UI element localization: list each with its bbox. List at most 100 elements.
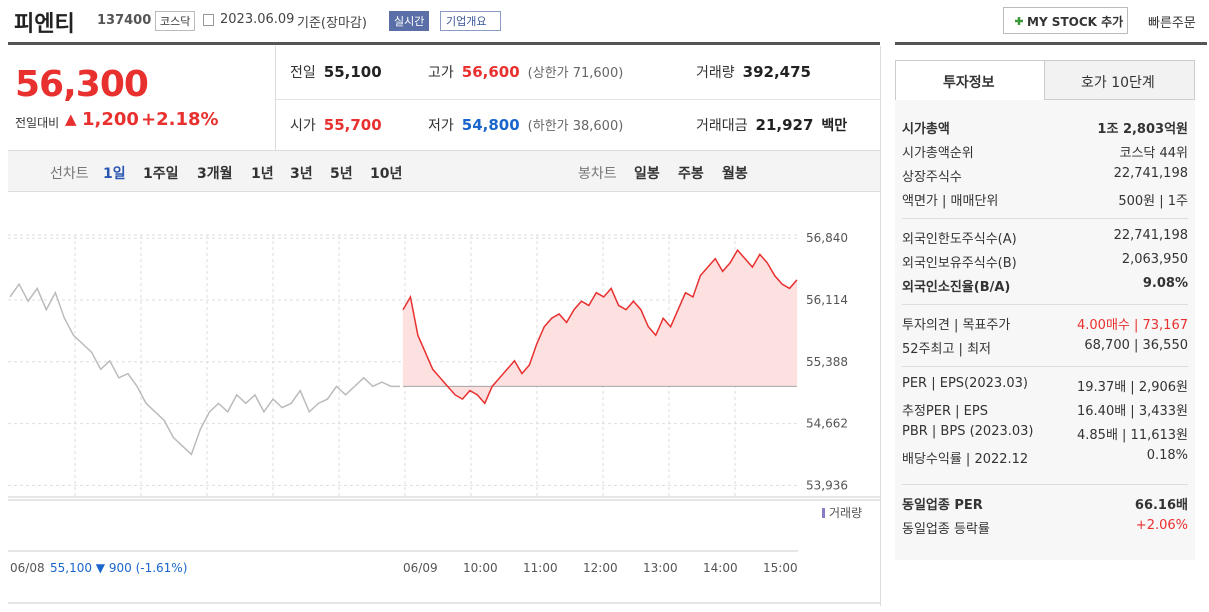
info-value: 66.16배 (1134, 498, 1188, 513)
summary-item: 고가 56,600 (상한가 71,600) (428, 62, 623, 82)
summary-item: 전일 55,100 (290, 62, 382, 82)
info-value: 22,741,198 (1113, 228, 1188, 243)
info-row: 외국인한도주식수(A) 22,741,198 (902, 228, 1188, 247)
info-row: 외국인소진율(B/A) 9.08% (902, 276, 1188, 295)
line (9, 282, 400, 456)
candle-tab[interactable]: 일봉 (634, 166, 660, 182)
info-row: 액면가 | 매매단위 500원 | 1주 (902, 190, 1188, 209)
info-value: 19.37배 | 2,906원 (1077, 380, 1188, 395)
calendar-icon (203, 14, 214, 26)
info-label: 동일업종 등락률 (902, 522, 990, 537)
period-tab[interactable]: 1일 (103, 166, 126, 182)
summary-value: 54,800 (461, 116, 520, 134)
period-tab[interactable]: 1년 (251, 166, 274, 182)
y-tick-label: 56,114 (806, 293, 848, 307)
info-row: 배당수익률 | 2022.12 0.18% (902, 448, 1188, 467)
info-row: 시가총액 1조 2,803억원 (902, 118, 1188, 137)
x-tick-label: 14:00 (703, 561, 738, 575)
info-label: PER | EPS(2023.03) (902, 376, 1028, 391)
info-row: PER | EPS(2023.03) 19.37배 | 2,906원 (902, 376, 1188, 395)
divider (880, 46, 881, 606)
candle-tab[interactable]: 월봉 (722, 166, 748, 182)
summary-value: 21,927 (755, 116, 814, 134)
x-tick-label: 13:00 (643, 561, 678, 575)
divider (275, 46, 276, 150)
info-label: 외국인소진율(B/A) (902, 280, 1011, 295)
info-value: 코스닥 44위 (1119, 146, 1188, 161)
info-value: 1조 2,803억원 (1097, 122, 1188, 137)
candle-tab[interactable]: 주봉 (678, 166, 704, 182)
group-divider (902, 484, 1188, 485)
y-tick-label: 54,662 (806, 417, 848, 431)
summary-value: 56,600 (461, 63, 520, 81)
info-row: 상장주식수 22,741,198 (902, 166, 1188, 185)
divider (276, 99, 880, 100)
change-arrow: ▲ (65, 110, 77, 128)
x-tick-label: 15:00 (763, 561, 798, 575)
y-tick-label: 55,388 (806, 355, 848, 369)
info-row: 외국인보유주식수(B) 2,063,950 (902, 252, 1188, 271)
period-tab[interactable]: 1주일 (143, 166, 179, 182)
mystock-button[interactable]: MY STOCK 추가 (1003, 7, 1128, 34)
info-row: 동일업종 등락률 +2.06% (902, 518, 1188, 537)
x-tick-label: 12:00 (583, 561, 618, 575)
overview-button[interactable]: 기업개요 (440, 11, 502, 31)
summary-value: 55,700 (323, 116, 382, 134)
info-value: 4.85배 | 11,613원 (1077, 428, 1188, 443)
info-value: 2,063,950 (1121, 252, 1188, 267)
tab-bar (8, 150, 880, 192)
date: 2023.06.09 (220, 12, 295, 27)
line (402, 248, 798, 405)
period-tab[interactable]: 5년 (330, 166, 353, 182)
mystock-label: MY STOCK 추가 (1027, 15, 1124, 29)
info-label: 시가총액 (902, 122, 950, 137)
info-row: 52주최고 | 최저 68,700 | 36,550 (902, 338, 1188, 357)
info-value: 0.18% (1146, 448, 1188, 463)
info-tab[interactable]: 투자정보 (943, 75, 995, 91)
summary-note: (하한가 38,600) (527, 119, 624, 134)
change-pct: +2.18% (141, 109, 219, 130)
info-row: 추정PER | EPS 16.40배 | 3,433원 (902, 400, 1188, 419)
period-tab[interactable]: 3개월 (197, 166, 233, 182)
info-value: 4.00매수 | 73,167 (1077, 318, 1188, 333)
chart: 56,840 56,114 55,388 54,662 53,936 거래량 06/08 06… (8, 231, 880, 604)
summary-label: 고가 (428, 65, 454, 81)
header-rule (8, 42, 880, 45)
info-row: 시가총액순위 코스닥 44위 (902, 142, 1188, 161)
info-value: 22,741,198 (1113, 166, 1188, 181)
market-badge: 코스닥 (155, 11, 196, 31)
info-value: 68,700 | 36,550 (1084, 338, 1188, 353)
summary-value: 392,475 (742, 63, 811, 81)
info-label: 투자의견 | 목표주가 (902, 318, 1011, 333)
info-label: 추정PER | EPS (902, 404, 988, 419)
group-divider (902, 218, 1188, 219)
info-value: 500원 | 1주 (1118, 194, 1188, 209)
period-tab[interactable]: 10년 (370, 166, 403, 182)
line-chart-label: 선차트 (50, 166, 89, 182)
stock-name: 피엔티 (14, 12, 75, 37)
info-label: 동일업종 PER (902, 498, 983, 513)
x-tick-label: 10:00 (463, 561, 498, 575)
info-row: PBR | BPS (2023.03) 4.85배 | 11,613원 (902, 424, 1188, 443)
summary-note: 백만 (821, 118, 848, 134)
group-divider (902, 304, 1188, 305)
info-label: 상장주식수 (902, 170, 962, 185)
summary-value: 55,100 (323, 63, 382, 81)
info-tab[interactable]: 호가 10단계 (1081, 75, 1155, 91)
summary-label: 저가 (428, 118, 454, 134)
quick-order[interactable]: 빠른주문 (1148, 16, 1196, 31)
realtime-badge[interactable]: 실시간 (389, 11, 430, 31)
active-tab (895, 60, 1045, 101)
candle-chart-label: 봉차트 (578, 166, 617, 182)
period-tab[interactable]: 3년 (290, 166, 313, 182)
info-label: 액면가 | 매매단위 (902, 194, 999, 209)
plus-icon (1015, 17, 1023, 25)
summary-label: 시가 (290, 118, 316, 134)
footer: 55,100 ▼ 900 (-1.61%) (50, 561, 187, 575)
summary-label: 거래대금 (696, 118, 748, 134)
info-label: 외국인한도주식수(A) (902, 232, 1017, 247)
stock-code: 137400 (97, 13, 152, 28)
area (403, 250, 797, 404)
info-label: 시가총액순위 (902, 146, 974, 161)
volume-label: 거래량 (829, 506, 862, 520)
